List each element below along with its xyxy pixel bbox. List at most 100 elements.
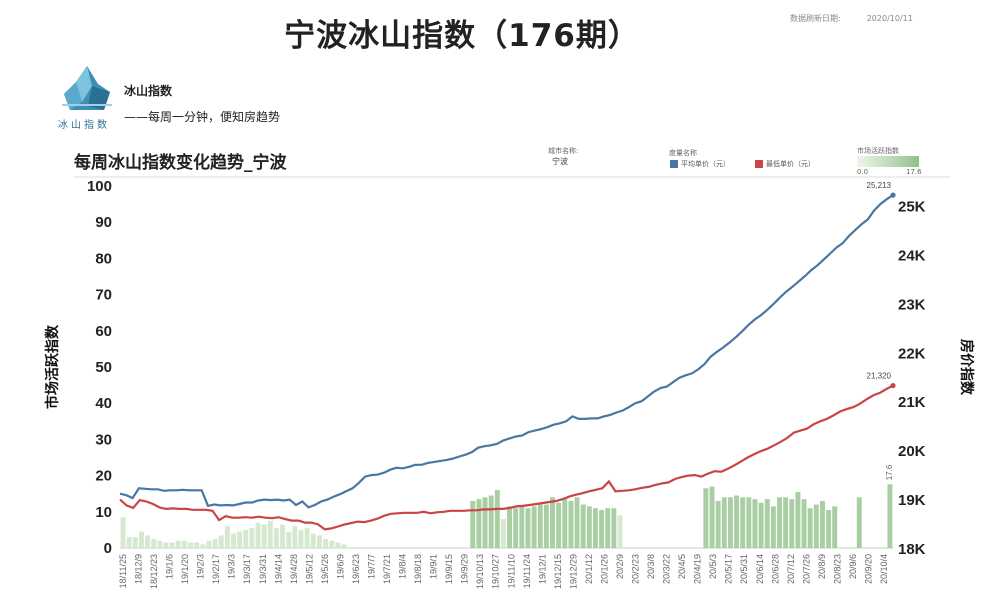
legend-item-min-price[interactable]: 最低单价（元） <box>755 159 815 169</box>
activity-bar <box>212 538 218 548</box>
activity-bar <box>856 497 862 548</box>
x-tick-label: 18/11/25 <box>118 554 128 588</box>
x-tick-label: 19/10/13 <box>475 554 485 589</box>
activity-bar <box>255 522 261 548</box>
left-y-tick-label: 80 <box>95 250 112 267</box>
activity-bar <box>310 533 316 548</box>
activity-bar <box>777 497 782 548</box>
x-tick-label: 20/1/26 <box>599 554 609 584</box>
activity-bar <box>721 497 727 548</box>
activity-bar <box>181 540 187 548</box>
x-tick-label: 20/5/17 <box>724 554 734 584</box>
active-index-max: 17.6 <box>906 168 922 176</box>
activity-bar <box>562 499 568 548</box>
activity-bar <box>617 515 623 548</box>
activity-bar <box>132 537 138 548</box>
activity-bar <box>703 488 709 548</box>
activity-bar <box>752 499 758 548</box>
active-index-gradient <box>857 156 919 167</box>
chart-title: 每周冰山指数变化趋势_宁波 <box>74 153 287 173</box>
x-tick-label: 20/8/23 <box>832 554 842 584</box>
x-tick-label: 20/6/28 <box>770 554 780 584</box>
x-tick-label: 19/8/4 <box>398 554 408 579</box>
activity-bar <box>568 500 574 548</box>
right-y-tick-label: 25K <box>898 199 926 216</box>
measure-label: 度量名称 <box>669 149 697 157</box>
right-y-tick-label: 23K <box>898 296 926 313</box>
left-y-tick-label: 70 <box>95 287 112 304</box>
iceberg-logo-icon <box>62 66 112 110</box>
left-y-axis-title: 市场活跃指数 <box>44 324 60 409</box>
activity-bar <box>543 504 549 548</box>
activity-bar <box>323 538 328 548</box>
refresh-date-info: 数据刷新日期: 2020/10/11 <box>790 13 913 24</box>
activity-bar <box>298 529 304 548</box>
activity-bar <box>764 499 770 548</box>
left-y-tick-label: 60 <box>95 323 112 340</box>
x-tick-label: 20/3/22 <box>662 554 672 584</box>
activity-bar <box>341 544 347 548</box>
brand-name: 冰山指数 <box>124 84 173 98</box>
activity-bar <box>500 519 506 548</box>
activity-bar <box>580 504 586 548</box>
end-point-avg-price <box>890 192 896 198</box>
logo-text: 冰山指数 <box>58 120 110 131</box>
activity-bar <box>599 509 605 548</box>
right-y-axis-title: 房价指数 <box>959 339 975 396</box>
x-tick-label: 18/12/9 <box>134 554 144 584</box>
activity-bar <box>887 484 893 548</box>
activity-bar <box>715 500 721 548</box>
activity-bar <box>507 506 513 548</box>
x-tick-label: 20/7/12 <box>786 554 796 584</box>
x-tick-label: 19/9/15 <box>444 554 454 584</box>
activity-bar <box>556 502 562 548</box>
x-tick-label: 19/2/17 <box>211 554 221 584</box>
activity-bar <box>218 535 224 548</box>
activity-bar <box>801 499 807 548</box>
refresh-date-label: 数据刷新日期: <box>790 14 841 23</box>
data-label-avg-end: 25,213 <box>867 181 892 190</box>
x-tick-label: 19/2/3 <box>196 554 206 579</box>
activity-bar <box>243 529 249 548</box>
x-tick-label: 19/3/3 <box>227 554 237 579</box>
x-tick-label: 20/3/8 <box>646 554 656 579</box>
active-index-legend-label: 市场活跃指数 <box>857 147 899 155</box>
x-tick-label: 19/9/1 <box>429 554 439 579</box>
x-tick-label: 19/8/18 <box>413 554 423 584</box>
x-tick-label: 19/7/7 <box>366 554 376 579</box>
activity-bar <box>304 528 310 548</box>
legend-item-avg-price[interactable]: 平均单价（元） <box>670 159 730 169</box>
activity-bar <box>231 533 236 548</box>
activity-bar <box>194 542 200 548</box>
activity-bar <box>476 499 482 548</box>
x-tick-label: 19/7/21 <box>382 554 392 584</box>
city-filter-value[interactable]: 宁波 <box>552 157 568 166</box>
x-tick-label: 19/12/15 <box>553 554 563 589</box>
activity-bar <box>832 506 838 548</box>
right-y-tick-label: 22K <box>898 345 926 362</box>
x-tick-label: 19/4/28 <box>289 554 299 584</box>
left-y-tick-label: 50 <box>95 359 112 376</box>
activity-bar <box>470 500 476 548</box>
x-tick-label: 19/5/12 <box>304 554 314 584</box>
x-tick-label: 19/10/27 <box>491 554 501 589</box>
activity-bar <box>139 531 144 548</box>
activity-bar <box>206 540 212 548</box>
x-tick-label: 20/1/12 <box>584 554 594 584</box>
legend-label-avg: 平均单价（元） <box>681 160 730 168</box>
x-tick-label: 20/5/31 <box>739 554 749 584</box>
activity-bar <box>550 497 555 548</box>
activity-bar <box>329 540 335 548</box>
activity-bar <box>740 497 746 548</box>
right-y-tick-label: 18K <box>898 541 926 558</box>
activity-bar <box>488 495 494 548</box>
city-filter-label: 城市名称: <box>548 147 579 155</box>
activity-bar <box>280 524 286 548</box>
x-tick-label: 19/11/10 <box>506 554 516 588</box>
activity-bar <box>605 508 611 548</box>
activity-bar <box>789 499 795 548</box>
right-y-tick-label: 19K <box>898 492 926 509</box>
activity-bar <box>157 540 163 548</box>
x-tick-label: 19/4/14 <box>273 554 283 584</box>
